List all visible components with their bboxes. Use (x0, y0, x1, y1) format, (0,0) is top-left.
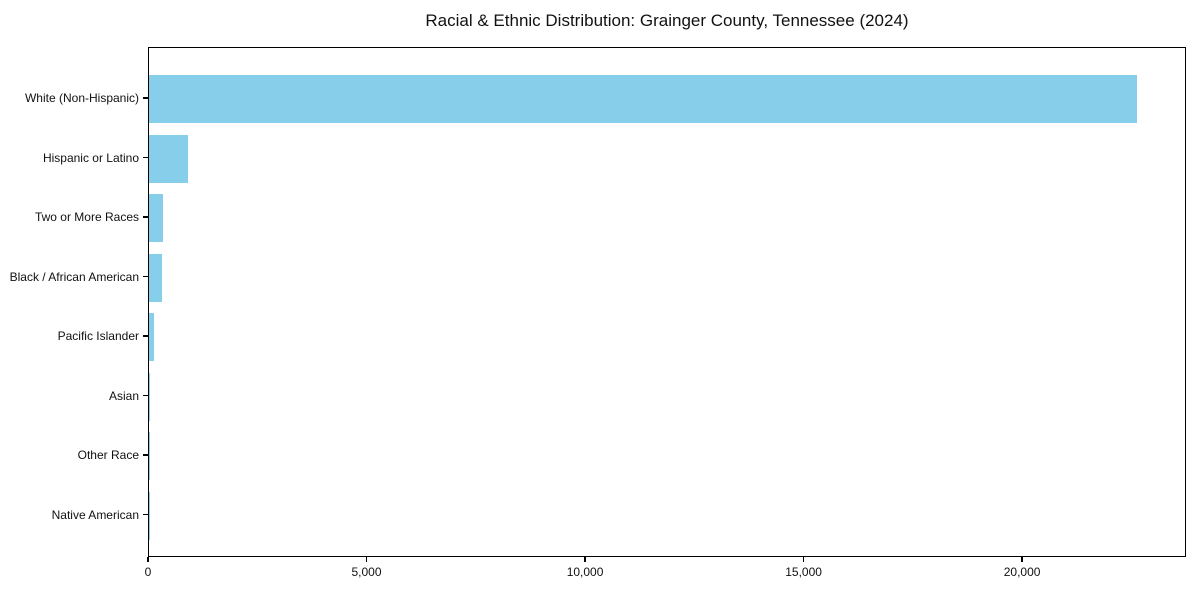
y-axis-label: Black / African American (9, 269, 139, 284)
y-tick (143, 275, 148, 278)
bar-pacific-islander (149, 313, 155, 361)
x-tick (147, 557, 149, 562)
bar-asian (149, 372, 151, 421)
x-axis-tick-label: 5,000 (351, 565, 382, 579)
y-tick (143, 97, 148, 99)
y-axis-label: Other Race (77, 448, 139, 462)
x-tick (365, 557, 368, 562)
chart-title: Racial & Ethnic Distribution: Grainger C… (425, 11, 909, 30)
x-axis-tick-label: 20,000 (1003, 565, 1041, 579)
bar-black-african-american (149, 253, 163, 302)
bar-hispanic-or-latino (149, 134, 189, 183)
x-axis-tick-label: 0 (144, 565, 152, 579)
y-axis-label: White (Non-Hispanic) (24, 91, 139, 105)
x-tick (584, 557, 586, 562)
y-axis-label: Native American (51, 507, 139, 522)
bar-white-non-hispanic (149, 75, 1137, 123)
y-axis-label: Asian (108, 388, 139, 403)
x-axis-tick-label: 15,000 (785, 565, 822, 579)
plot-area (148, 47, 1186, 557)
bar-two-or-more-races (149, 194, 163, 242)
y-tick (143, 454, 148, 456)
y-axis-label: Two or More Races (34, 210, 139, 224)
y-axis-label: Hispanic or Latino (42, 150, 139, 165)
y-tick (143, 156, 148, 159)
y-tick (143, 335, 148, 337)
x-axis-tick-label: 10,000 (566, 565, 604, 579)
y-tick (143, 513, 148, 516)
bar-other-race (149, 432, 150, 480)
y-axis-label: Pacific Islander (57, 329, 139, 343)
x-tick (802, 557, 805, 562)
y-tick (143, 394, 148, 397)
x-tick (1021, 557, 1023, 562)
y-tick (143, 216, 148, 218)
bar-native-american (149, 491, 150, 540)
